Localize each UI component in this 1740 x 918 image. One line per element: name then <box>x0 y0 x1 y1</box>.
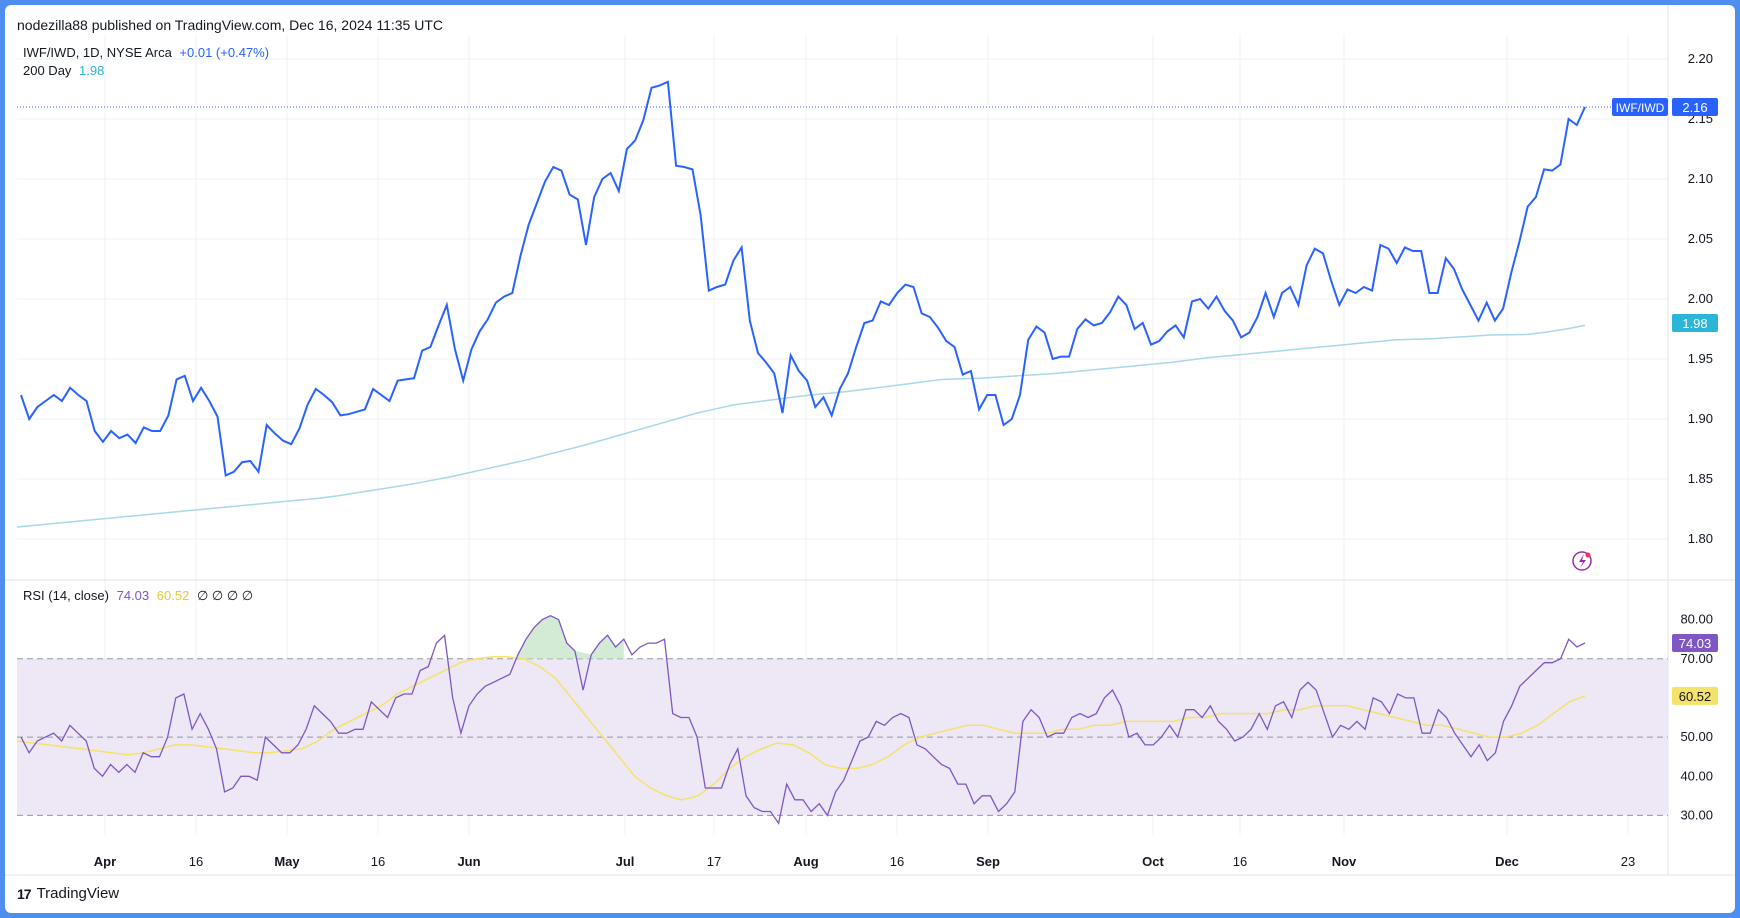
lightning-bolt-icon <box>1579 554 1586 568</box>
x-tick-label: 23 <box>1621 854 1635 869</box>
ma-tag-bg <box>1672 314 1718 332</box>
rsi-tick-label: 50.00 <box>1680 729 1713 744</box>
lightning-icon <box>1572 551 1592 571</box>
rsi-overbought-fill <box>517 615 624 659</box>
rsi-tag-bg <box>1672 633 1718 652</box>
x-tick-label: Sep <box>976 854 1000 869</box>
published-text: nodezilla88 published on TradingView.com… <box>17 17 443 33</box>
published-header: nodezilla88 published on TradingView.com… <box>17 17 443 33</box>
x-tick-label: Apr <box>94 854 116 869</box>
x-tick-label: Dec <box>1495 854 1519 869</box>
tradingview-logo-icon: 17 <box>17 885 32 902</box>
ma-200-line <box>16 324 1586 528</box>
price-line <box>20 80 1586 477</box>
ma-value: 1.98 <box>79 63 105 78</box>
rsi-value: 74.03 <box>116 588 150 603</box>
footer: 17 TradingView <box>17 885 119 902</box>
rsi-extras: ∅ ∅ ∅ ∅ <box>196 588 254 603</box>
price-tick-label: 2.00 <box>1688 291 1713 306</box>
rsi-ma-tag-bg <box>1672 686 1718 705</box>
x-tick-label: Aug <box>793 854 818 869</box>
rsi-legend: RSI (14, close) 74.03 60.52 ∅ ∅ ∅ ∅ <box>23 588 257 604</box>
price-tick-label: 1.90 <box>1688 411 1713 426</box>
chart-svg[interactable]: 2.202.152.102.052.001.951.901.851.8080.0… <box>5 5 1735 913</box>
x-tick-label: Jul <box>616 854 635 869</box>
symbol-tag-bg <box>1612 98 1668 116</box>
x-tick-label: 16 <box>189 854 203 869</box>
rsi-tag-value: 74.03 <box>1679 636 1712 651</box>
x-tick-label: 16 <box>1233 854 1247 869</box>
rsi-tick-label: 40.00 <box>1680 768 1713 783</box>
price-tick-label: 2.10 <box>1688 171 1713 186</box>
price-tag-bg <box>1672 98 1718 116</box>
symbol-label[interactable]: IWF/IWD, 1D, NYSE Arca <box>23 45 172 60</box>
rsi-label[interactable]: RSI (14, close) <box>23 588 109 603</box>
price-tag-value: 2.16 <box>1682 100 1707 115</box>
x-tick-label: 16 <box>371 854 385 869</box>
rsi-ma-line <box>16 656 1586 801</box>
rsi-tick-label: 70.00 <box>1680 651 1713 666</box>
price-tick-label: 1.95 <box>1688 351 1713 366</box>
rsi-ma-value: 60.52 <box>156 588 190 603</box>
rsi-tick-label: 80.00 <box>1680 612 1713 627</box>
symbol-tag-label: IWF/IWD <box>1616 101 1665 115</box>
x-tick-label: 16 <box>890 854 904 869</box>
ma-tag-value: 1.98 <box>1682 316 1707 331</box>
ma-legend: 200 Day 1.98 <box>23 63 108 78</box>
x-tick-label: Oct <box>1142 854 1164 869</box>
x-tick-label: 17 <box>707 854 721 869</box>
price-tick-label: 1.80 <box>1688 531 1713 546</box>
rsi-ma-tag-value: 60.52 <box>1679 689 1712 704</box>
x-tick-label: May <box>274 854 300 869</box>
price-tick-label: 1.85 <box>1688 471 1713 486</box>
price-tick-label: 2.20 <box>1688 51 1713 66</box>
alert-dot-icon <box>1585 552 1591 558</box>
brand-label[interactable]: TradingView <box>36 885 120 902</box>
chart-frame: 2.20 2.15 2.10 2.05 2.00 1.95 1.90 1.85 1.80 80.0… <box>5 5 1735 913</box>
ma-label[interactable]: 200 Day <box>23 63 72 78</box>
change-value: +0.01 (+0.47%) <box>179 45 270 60</box>
x-tick-label: Jun <box>457 854 480 869</box>
rsi-tick-label: 30.00 <box>1680 807 1713 822</box>
price-tick-label: 2.05 <box>1688 231 1713 246</box>
x-tick-label: Nov <box>1332 854 1357 869</box>
main-legend: IWF/IWD, 1D, NYSE Arca +0.01 (+0.47%) <box>23 45 273 60</box>
rsi-line <box>20 614 1586 825</box>
